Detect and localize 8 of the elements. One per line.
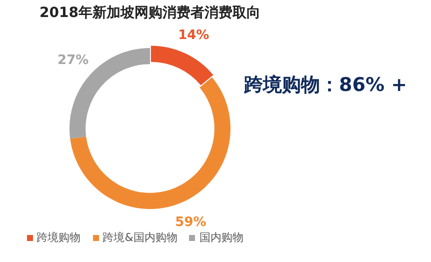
data-label: 27% (58, 53, 89, 68)
chart-title: 2018年新加坡网购消费者消费取向 (38, 4, 262, 22)
legend-label: 跨境购物 (36, 230, 81, 245)
legend-label: 跨境&国内购物 (102, 230, 178, 245)
data-label: 14% (178, 28, 210, 44)
text: 跨境购物：86% + (244, 73, 408, 98)
data-label: 59% (175, 214, 206, 230)
legend-label: 国内购物 (198, 230, 244, 245)
